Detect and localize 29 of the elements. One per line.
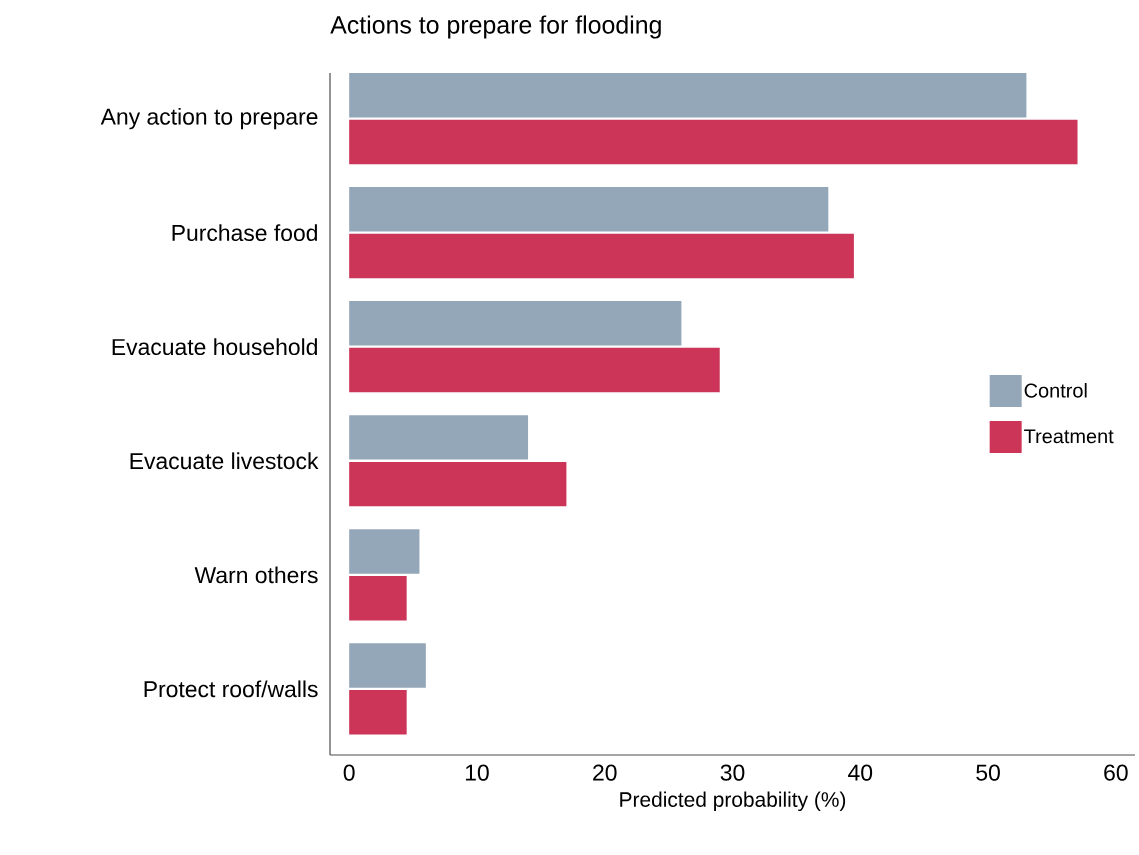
x-tick-label: 30 [720,764,745,781]
y-tick-label: Evacuate livestock [130,452,319,470]
bar [349,461,567,507]
bar [349,119,1078,165]
bar [349,529,420,574]
x-tick-label: 0 [343,764,355,781]
y-tick-label: Protect roof/walls [144,680,318,698]
y-tick-label: Any action to prepare [100,107,318,130]
chart-title: Actions to prepare for flooding [330,15,661,39]
bar [349,233,854,279]
x-axis-title: Predicted probability (%) [620,791,846,812]
bar [349,187,829,232]
y-tick-label: Purchase food [172,224,317,242]
bar [349,72,1027,118]
x-tick-label: 60 [1104,764,1128,781]
bar [349,415,529,460]
bar [349,689,407,735]
x-tick-label: 10 [465,764,489,781]
bar [349,347,720,393]
legend-label: Control [1024,383,1087,398]
x-tick-label: 20 [593,764,617,781]
x-tick-label: 40 [848,764,873,781]
legend-label: Treatment [1024,429,1114,444]
x-tick-label: 50 [976,764,1000,781]
y-tick-label: Warn others [194,566,318,584]
bar [349,301,682,346]
bar [349,643,426,688]
bar [349,575,407,621]
y-tick-label: Evacuate household [112,338,317,356]
